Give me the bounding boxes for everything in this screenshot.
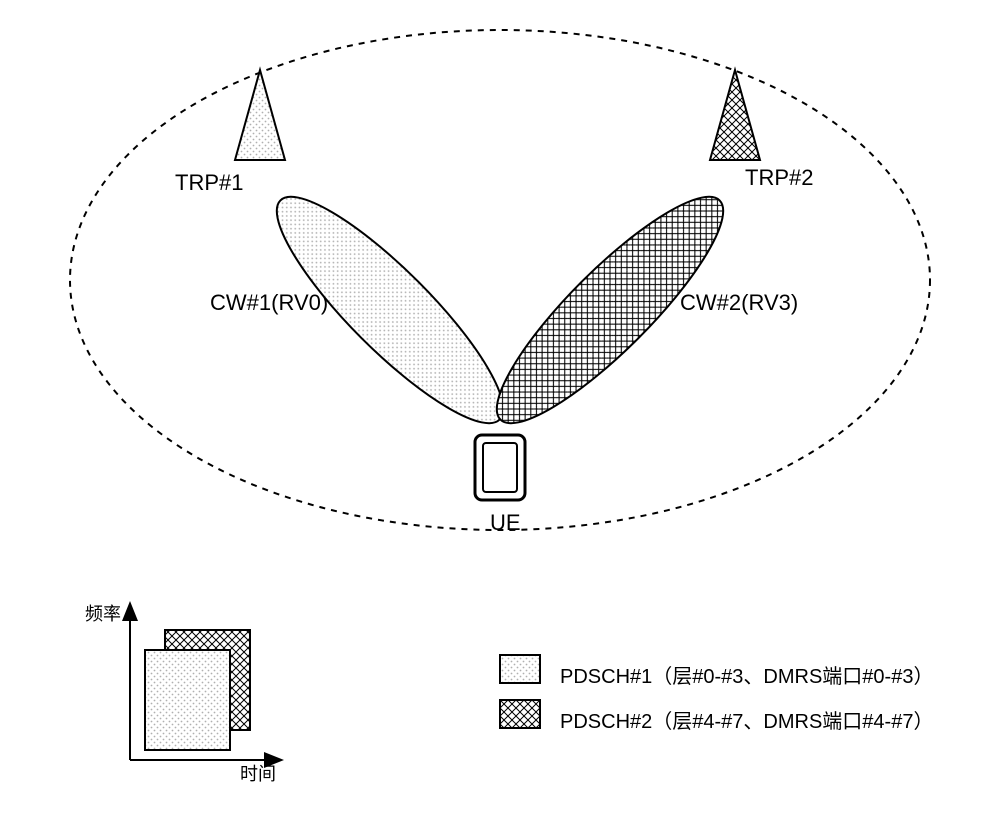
- legend-swatch-1: [500, 655, 540, 683]
- trp1-label: TRP#1: [175, 170, 243, 196]
- ue-inner: [483, 443, 517, 492]
- legend-label-2: PDSCH#2（层#4-#7、DMRS端口#4-#7）: [560, 705, 933, 734]
- resource-front: [145, 650, 230, 750]
- freq-axis-label: 频率: [85, 600, 121, 626]
- legend-label-1: PDSCH#1（层#0-#3、DMRS端口#0-#3）: [560, 660, 933, 689]
- diagram-svg: [0, 0, 1000, 818]
- trp2-label: TRP#2: [745, 165, 813, 191]
- ue-label: UE: [490, 510, 521, 536]
- diagram-canvas: TRP#1 TRP#2 CW#1(RV0) CW#2(RV3) UE 频率 时间…: [0, 0, 1000, 818]
- time-axis-label: 时间: [240, 760, 276, 786]
- legend-swatch-2: [500, 700, 540, 728]
- beam2-label: CW#2(RV3): [680, 290, 798, 316]
- trp1-icon: [235, 70, 285, 160]
- trp2-icon: [710, 70, 760, 160]
- beam1-label: CW#1(RV0): [210, 290, 328, 316]
